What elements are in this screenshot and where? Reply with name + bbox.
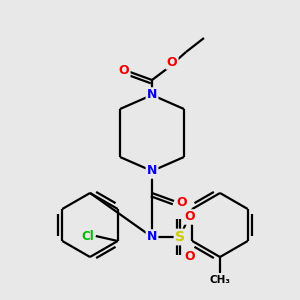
Text: S: S [175,230,185,244]
Text: N: N [147,88,157,101]
Text: O: O [119,64,129,76]
Text: O: O [177,196,187,209]
Text: Cl: Cl [81,230,94,242]
Text: N: N [147,164,157,178]
Text: O: O [185,211,195,224]
Text: O: O [185,250,195,263]
Text: N: N [147,230,157,244]
Text: O: O [167,56,177,68]
Text: CH₃: CH₃ [209,275,230,285]
